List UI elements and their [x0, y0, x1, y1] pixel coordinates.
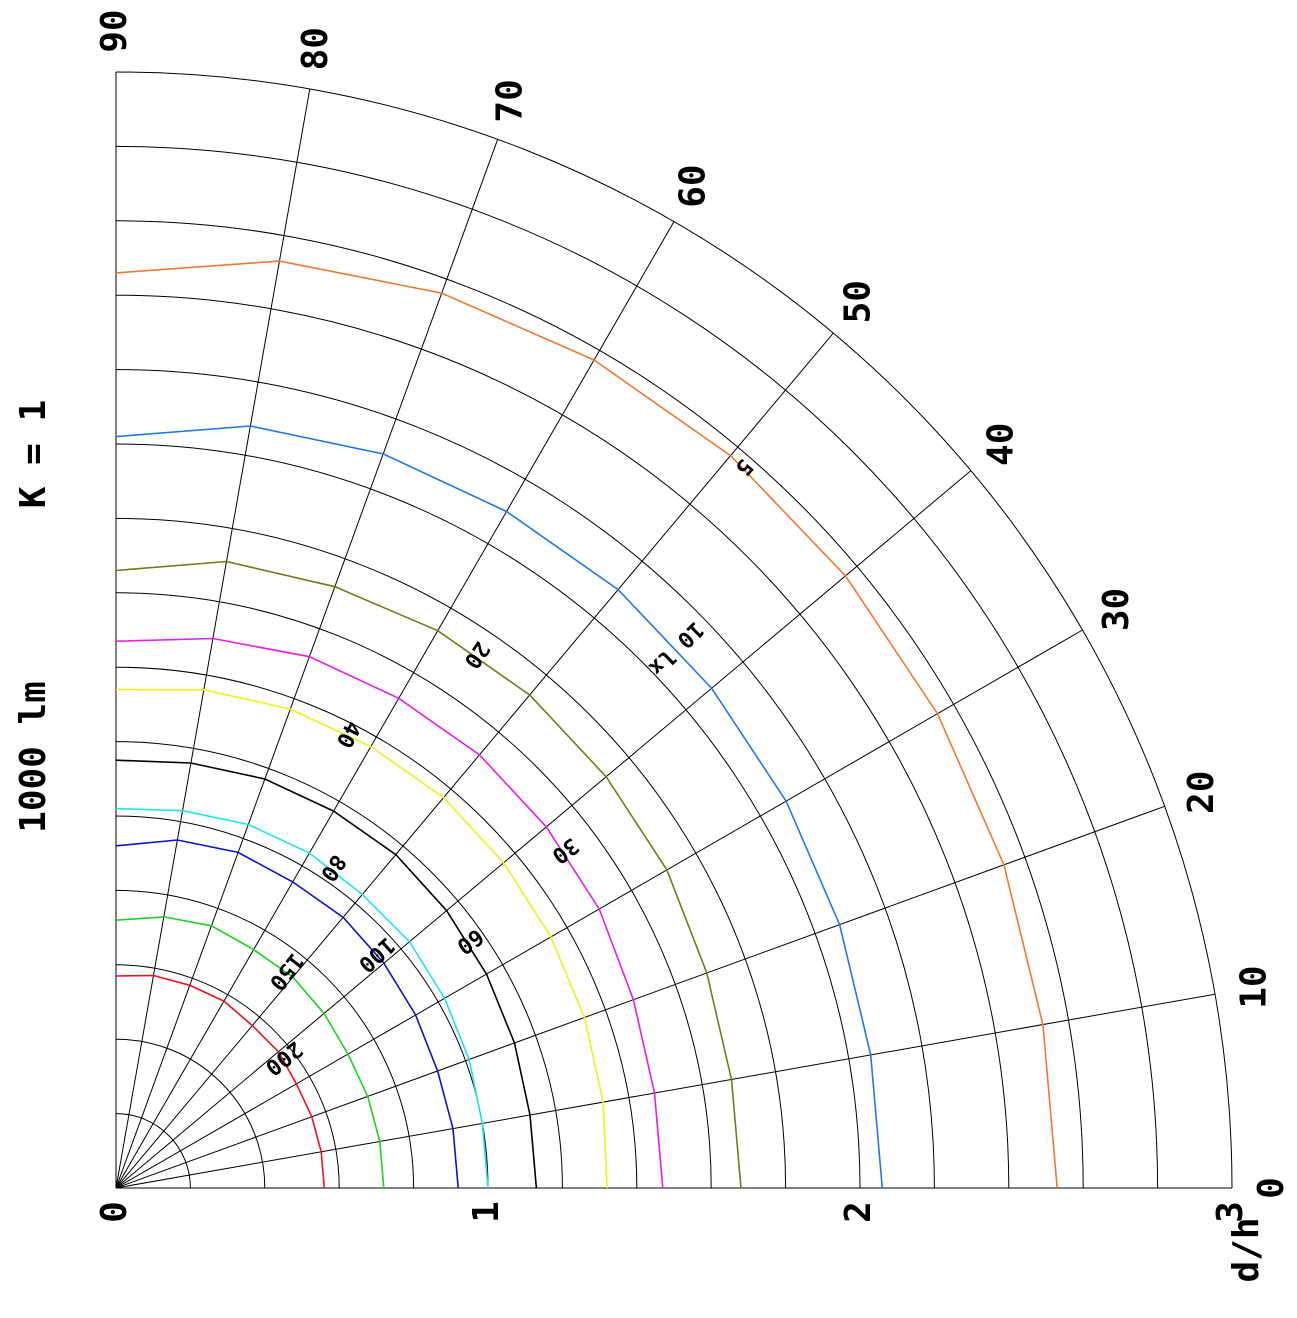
radial-tick-label: 0 — [94, 1201, 135, 1223]
grid-arc — [115, 443, 861, 1189]
isolux-curve — [115, 807, 489, 1189]
x-axis-title: d/h — [1226, 1217, 1267, 1282]
contour-label: 20 — [459, 637, 495, 673]
isolux-curve — [115, 560, 742, 1189]
radial-tick-label: 1 — [466, 1201, 507, 1223]
isolux-curve — [115, 637, 664, 1189]
grid-arc — [115, 145, 1159, 1189]
angle-tick-label: 0 — [1251, 1177, 1292, 1199]
grid-arc — [115, 1038, 266, 1189]
grid-arc — [115, 517, 787, 1189]
grid-spoke — [115, 470, 972, 1189]
grid-arc — [115, 592, 712, 1189]
grid-arc — [115, 741, 563, 1189]
header-k-value: K = 1 — [13, 400, 54, 508]
isolux-curve — [115, 916, 385, 1189]
grid-arc — [115, 889, 415, 1189]
grid-arc — [115, 220, 1084, 1189]
angle-tick-label: 50 — [838, 280, 879, 323]
isolux-curve — [115, 260, 1058, 1189]
angle-tick-label: 80 — [295, 27, 336, 70]
grid-arc — [115, 964, 340, 1189]
polar-grid — [115, 71, 1233, 1189]
grid-arc — [115, 294, 1010, 1189]
isolux-curve — [115, 839, 459, 1189]
angle-tick-label: 70 — [490, 79, 531, 122]
angle-tick-label: 40 — [980, 423, 1021, 466]
grid-spoke — [115, 993, 1216, 1189]
grid-spoke — [115, 332, 834, 1189]
grid-arc — [115, 369, 935, 1189]
angle-tick-label: 10 — [1233, 965, 1274, 1008]
grid-spoke — [115, 805, 1165, 1189]
angle-tick-label: 90 — [94, 9, 135, 52]
contour-label: 5 — [730, 454, 758, 480]
grid-spoke — [115, 139, 499, 1189]
grid-arc — [115, 1113, 191, 1189]
radial-tick-label: 3 — [1210, 1201, 1251, 1223]
isolux-curve — [115, 425, 884, 1189]
grid-arc — [115, 666, 638, 1189]
isolux-curve — [115, 688, 608, 1189]
contour-label: 200 — [260, 1036, 307, 1080]
isolux-curve — [115, 974, 326, 1189]
isolux-curves — [115, 260, 1058, 1189]
contour-label: 30 — [547, 832, 583, 868]
contour-label: 40 — [331, 717, 365, 752]
isolux-curve — [115, 759, 538, 1189]
grid-arc — [115, 71, 1233, 1189]
grid-spoke — [115, 221, 675, 1189]
angle-tick-label: 20 — [1181, 771, 1222, 814]
header-flux: 1000 lm — [13, 681, 54, 833]
radial-tick-label: 2 — [838, 1201, 879, 1223]
angle-tick-label: 60 — [673, 164, 714, 207]
angle-tick-label: 30 — [1096, 588, 1137, 631]
